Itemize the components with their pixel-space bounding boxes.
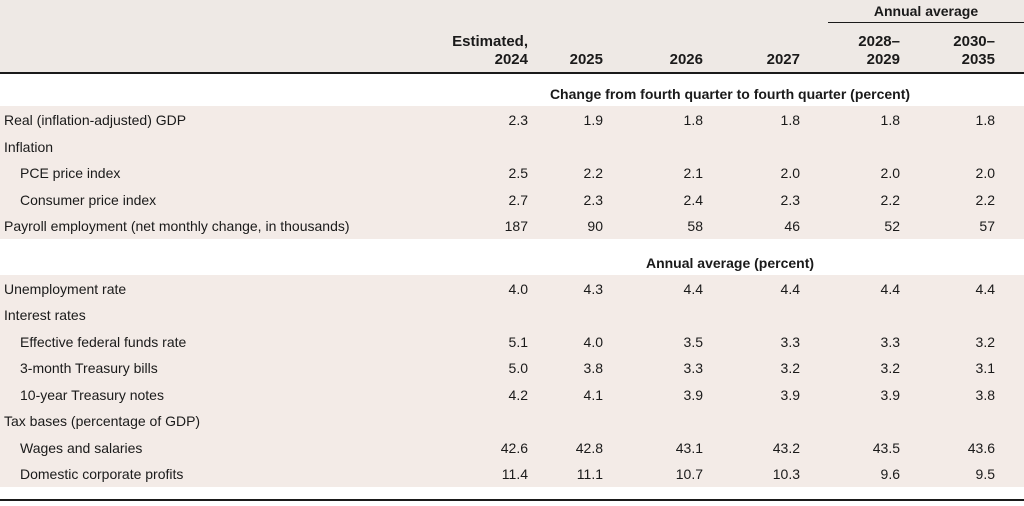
section-header: Annual average (percent): [645, 254, 815, 271]
column-header: 2025: [569, 51, 603, 68]
table-cell: 3.9: [780, 386, 800, 403]
table-row: [0, 354, 1024, 381]
table-cell: 5.1: [508, 333, 528, 350]
row-label: Inflation: [4, 138, 54, 155]
table-cell: 3.8: [975, 386, 995, 403]
table-cell: 3.3: [780, 333, 800, 350]
table-cell: 2.3: [780, 191, 800, 208]
table-row: [0, 106, 1024, 133]
table-row: [0, 301, 1024, 328]
row-label: Unemployment rate: [4, 280, 127, 297]
table-cell: 1.8: [880, 112, 900, 128]
table-cell: 3.9: [880, 386, 900, 403]
table-cell: 2.3: [583, 191, 603, 208]
table-cell: 42.6: [500, 439, 528, 456]
table-cell: 1.8: [683, 112, 703, 128]
table-cell: 11.1: [576, 466, 603, 482]
table-cell: 2.1: [683, 165, 703, 181]
table-cell: 2.2: [583, 165, 603, 181]
table-cell: 57: [979, 218, 995, 234]
table-cell: 5.0: [508, 360, 528, 376]
table-row: [0, 327, 1024, 354]
table-cell: 4.4: [780, 280, 800, 297]
table-cell: 43.2: [772, 439, 800, 456]
column-header: Estimated, 2024: [452, 33, 528, 68]
table-cell: 3.3: [880, 333, 900, 350]
table-cell: 4.1: [583, 386, 603, 403]
annual-average-group-label: Annual average: [828, 0, 1024, 23]
table-cell: 2.0: [880, 165, 900, 181]
row-label: Payroll employment (net monthly change, …: [4, 218, 350, 234]
column-header: 2030– 2035: [953, 33, 995, 68]
table-cell: 4.3: [583, 280, 603, 297]
column-header: 2028– 2029: [858, 33, 900, 68]
table-cell: 187: [504, 218, 528, 234]
table-cell: 3.5: [683, 333, 703, 350]
table-cell: 58: [687, 218, 703, 234]
row-label: 10-year Treasury notes: [20, 386, 164, 403]
table-cell: 4.4: [975, 280, 995, 297]
table-cell: 43.5: [872, 439, 900, 456]
table-cell: 3.2: [780, 360, 800, 376]
section-header: Change from fourth quarter to fourth qua…: [549, 86, 911, 102]
row-label: 3-month Treasury bills: [20, 360, 158, 376]
column-header: 2026: [669, 51, 703, 68]
table-row: [0, 159, 1024, 186]
table-row: [0, 433, 1024, 460]
table-cell: 3.1: [975, 360, 995, 376]
table-cell: 3.2: [880, 360, 900, 376]
table-cell: 4.0: [583, 333, 603, 350]
table-cell: 43.1: [675, 439, 703, 456]
table-cell: 3.2: [975, 333, 995, 350]
table-cell: 3.9: [683, 386, 703, 403]
row-label: Effective federal funds rate: [20, 333, 187, 350]
row-label: Tax bases (percentage of GDP): [4, 413, 201, 429]
table-cell: 10.3: [772, 466, 800, 482]
table-cell: 4.2: [508, 386, 528, 403]
table-cell: 2.3: [508, 112, 528, 128]
table-bottom-rule: [0, 499, 1024, 501]
table-cell: 9.6: [880, 466, 900, 482]
table-row: [0, 407, 1024, 434]
table-cell: 2.4: [683, 191, 703, 208]
row-label: Real (inflation-adjusted) GDP: [4, 112, 187, 128]
table-cell: 46: [784, 218, 800, 234]
table-cell: 3.3: [683, 360, 703, 376]
row-label: Domestic corporate profits: [20, 466, 184, 482]
table-row: [0, 212, 1024, 239]
table-cell: 3.8: [583, 360, 603, 376]
row-label: Interest rates: [4, 307, 86, 323]
table-cell: 2.5: [508, 165, 528, 181]
table-row: [0, 274, 1024, 301]
table-cell: 2.0: [780, 165, 800, 181]
table-cell: 11.4: [501, 466, 528, 482]
table-cell: 43.6: [967, 439, 995, 456]
table-row: [0, 185, 1024, 212]
row-label: Wages and salaries: [20, 439, 143, 456]
table-row: [0, 380, 1024, 407]
row-label: PCE price index: [20, 165, 121, 181]
row-label: Consumer price index: [20, 191, 157, 208]
table-cell: 90: [587, 218, 603, 234]
table-row: [0, 460, 1024, 487]
table-header: Annual average Estimated, 2024 2025 2026 20…: [0, 0, 1024, 74]
table-cell: 4.4: [880, 280, 900, 297]
table-cell: 1.8: [975, 112, 995, 128]
table-cell: 1.8: [780, 112, 800, 128]
table-cell: 52: [884, 218, 900, 234]
table-cell: 2.7: [508, 191, 528, 208]
table-row: [0, 132, 1024, 159]
table-cell: 2.2: [975, 191, 995, 208]
column-header: 2027: [766, 51, 800, 68]
table-cell: 2.0: [975, 165, 995, 181]
table-cell: 4.0: [508, 280, 528, 297]
table-cell: 10.7: [675, 466, 703, 482]
table-cell: 9.5: [975, 466, 995, 482]
table-cell: 2.2: [880, 191, 900, 208]
table-cell: 1.9: [583, 112, 603, 128]
table-cell: 4.4: [683, 280, 703, 297]
table-cell: 42.8: [575, 439, 603, 456]
